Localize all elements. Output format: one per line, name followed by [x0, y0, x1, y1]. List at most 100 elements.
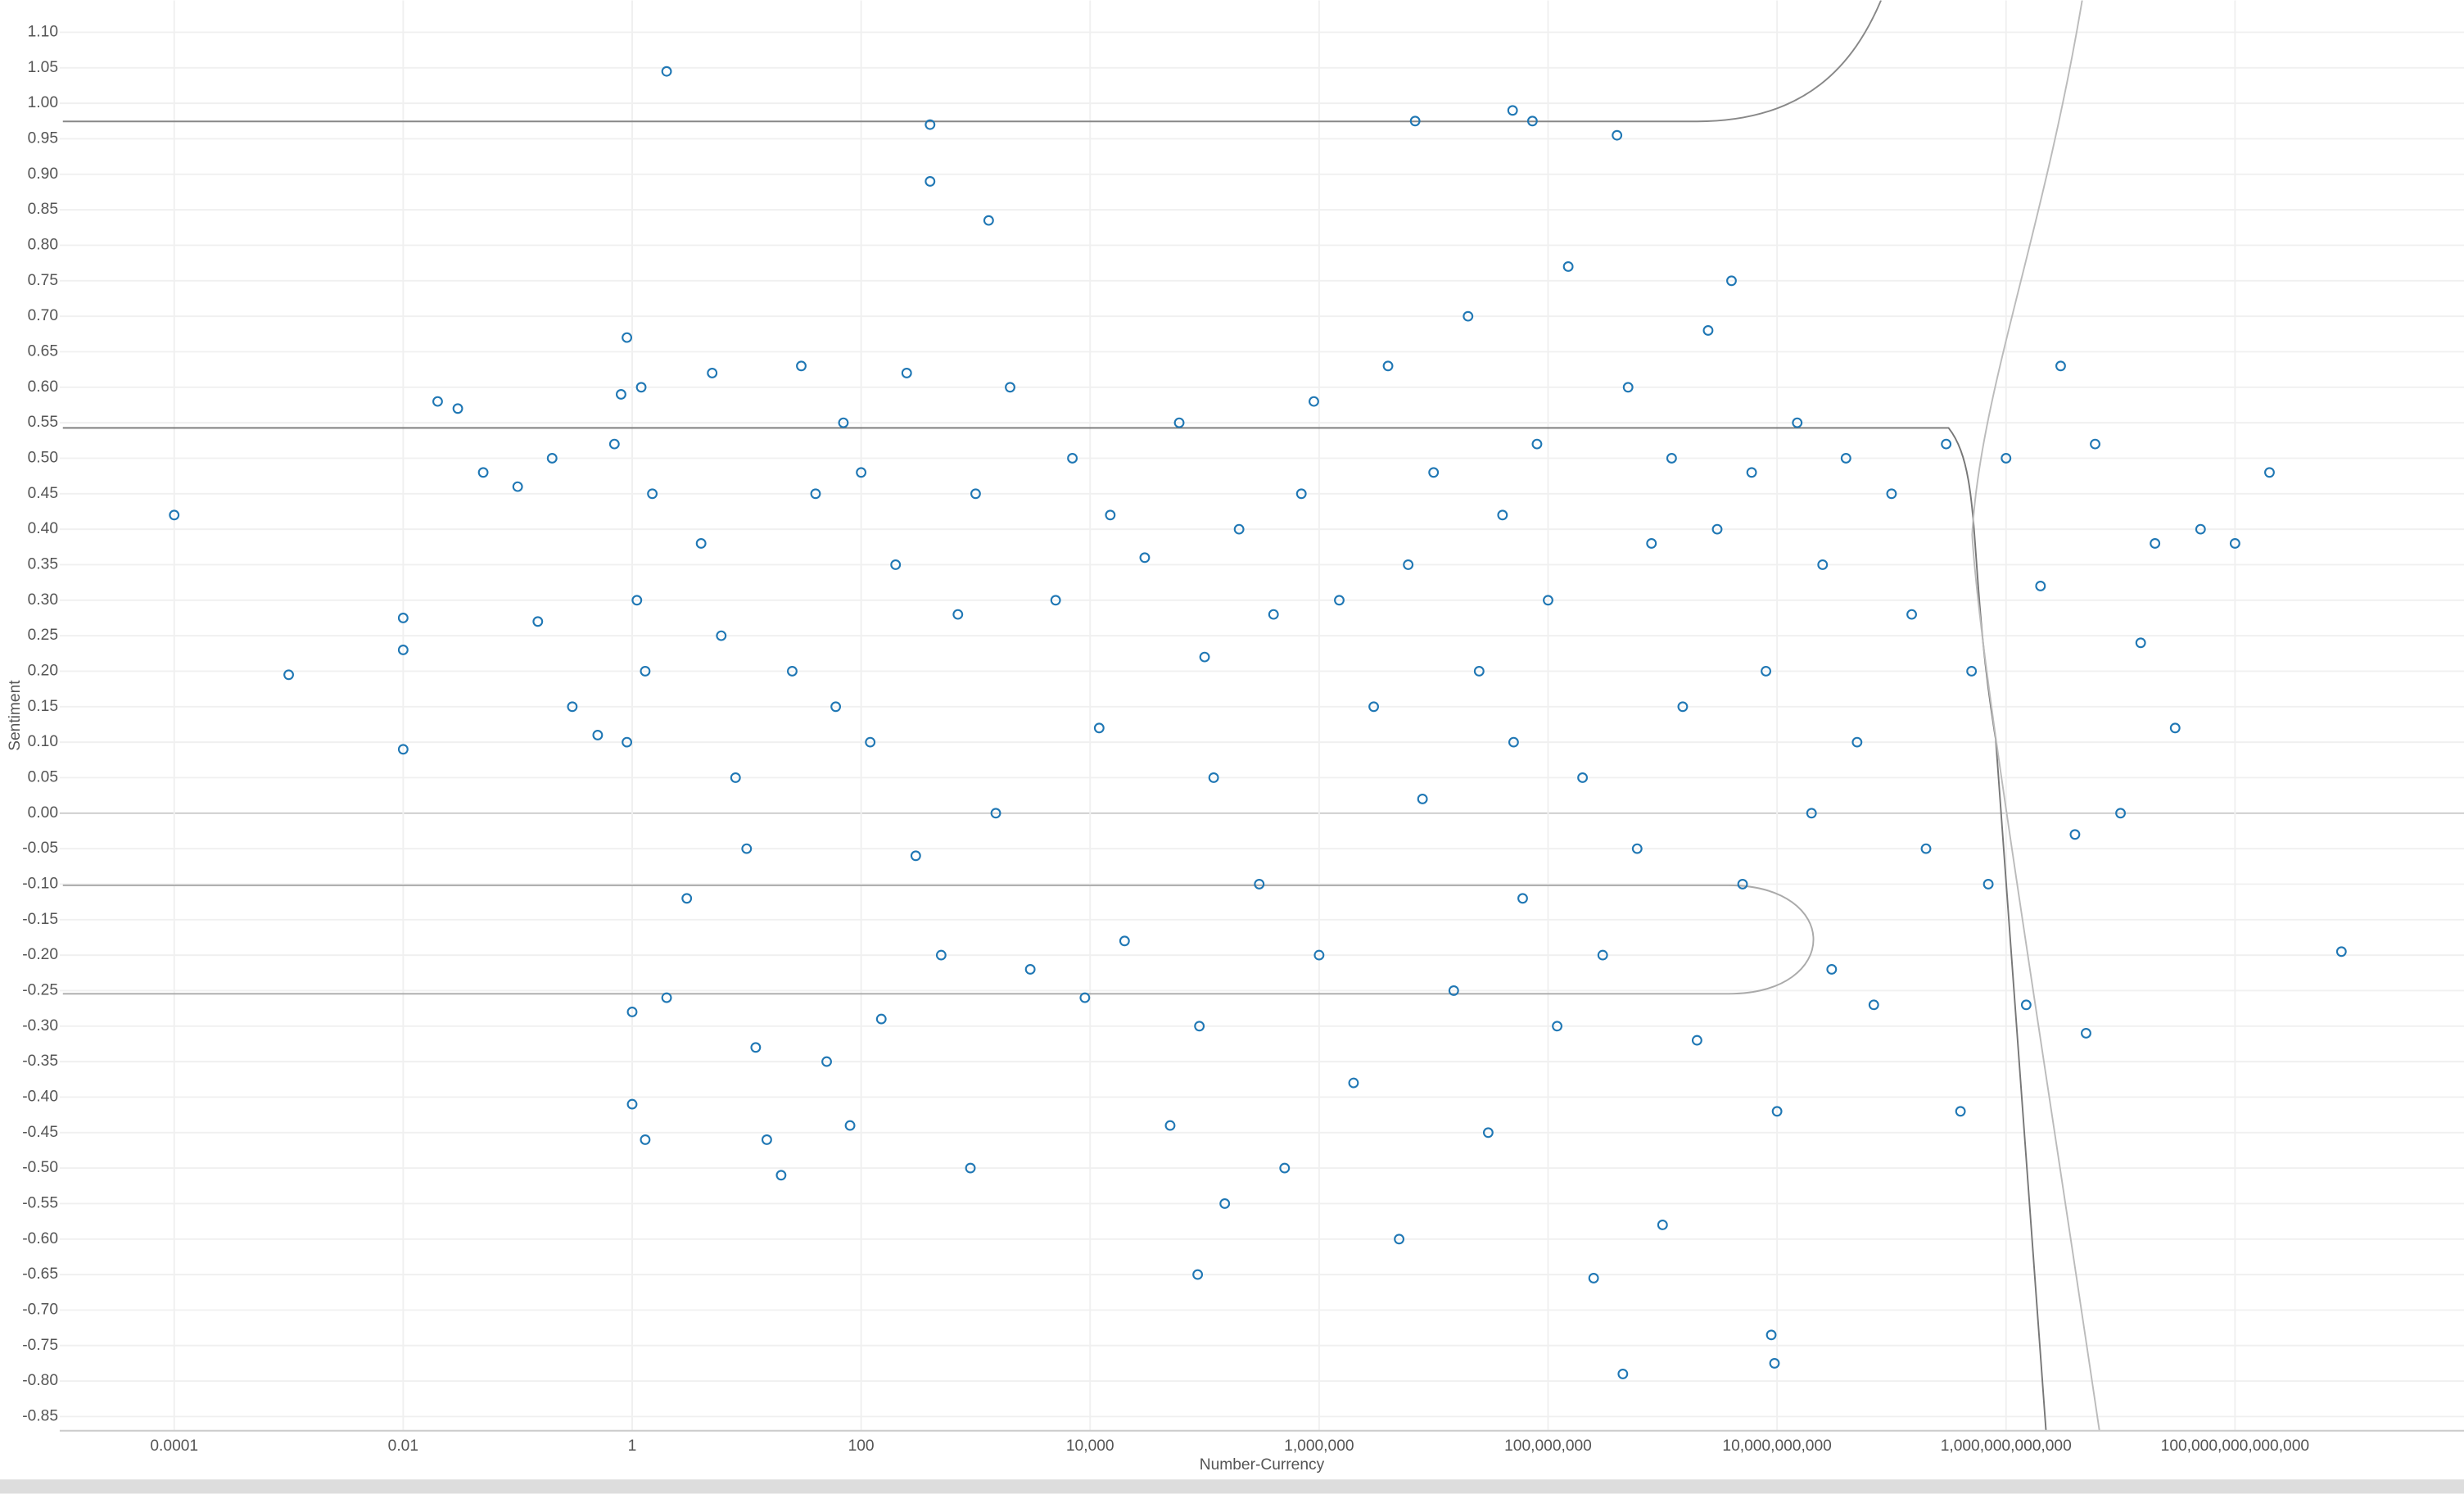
- point: [1382, 360, 1394, 372]
- point: [1173, 417, 1185, 428]
- point: [635, 382, 647, 393]
- point: [821, 1056, 832, 1067]
- point: [2229, 538, 2240, 549]
- point: [1219, 1198, 1231, 1209]
- point: [1517, 893, 1528, 904]
- point: [622, 736, 633, 748]
- point: [901, 368, 912, 378]
- point: [875, 1013, 887, 1025]
- point: [2335, 946, 2347, 958]
- point: [844, 1120, 856, 1131]
- point: [730, 772, 741, 783]
- point: [681, 893, 693, 904]
- trend-line: [62, 884, 1815, 995]
- x-tick-label: 100: [848, 1437, 875, 1455]
- x-tick-label: 10,000: [1066, 1437, 1114, 1455]
- point: [2150, 538, 2161, 549]
- point: [1851, 736, 1863, 748]
- point: [2115, 808, 2126, 819]
- y-tick-label: 0.00: [28, 804, 58, 822]
- x-tick-label: 0.0001: [150, 1437, 198, 1455]
- y-tick-label: 0.50: [28, 450, 58, 467]
- point: [1702, 325, 1714, 336]
- point: [452, 403, 463, 414]
- point: [1588, 1273, 1599, 1283]
- point: [1765, 1329, 1777, 1341]
- y-tick-label: 0.90: [28, 165, 58, 183]
- y-tick-label: 0.85: [28, 201, 58, 218]
- point: [1543, 595, 1553, 606]
- y-tick-label: 0.75: [28, 272, 58, 289]
- point: [169, 509, 180, 521]
- point: [1983, 879, 1994, 890]
- point: [1334, 595, 1345, 606]
- point: [1612, 129, 1623, 141]
- point: [761, 1134, 772, 1145]
- point: [695, 538, 707, 549]
- point: [787, 666, 798, 677]
- point: [647, 488, 658, 500]
- trend-lines: [62, 0, 2100, 1431]
- point: [796, 360, 807, 372]
- point: [1309, 396, 1319, 407]
- point: [432, 396, 443, 407]
- point: [1403, 559, 1414, 570]
- y-tick-label: 0.15: [28, 698, 58, 715]
- point: [1005, 382, 1015, 393]
- point: [1920, 843, 1932, 854]
- point: [1771, 1106, 1783, 1117]
- point: [1208, 772, 1219, 783]
- point: [283, 669, 294, 681]
- point: [2081, 1028, 2091, 1039]
- y-tick-label: 0.45: [28, 485, 58, 502]
- point: [1164, 1120, 1176, 1131]
- point: [2135, 637, 2146, 649]
- point: [1119, 935, 1130, 947]
- point: [397, 645, 409, 655]
- y-tick-label: 0.35: [28, 556, 58, 573]
- point: [661, 992, 672, 1003]
- point: [952, 609, 964, 620]
- point: [1966, 666, 1978, 677]
- point: [1840, 453, 1851, 464]
- point: [1761, 666, 1771, 677]
- point: [1711, 523, 1723, 535]
- point: [592, 730, 604, 740]
- point: [1463, 310, 1474, 322]
- x-tick-label: 100,000,000: [1504, 1437, 1592, 1455]
- point: [1067, 453, 1078, 464]
- point: [716, 630, 727, 641]
- point: [830, 701, 842, 713]
- x-axis-title: Number-Currency: [1200, 1456, 1325, 1474]
- point: [1562, 261, 1574, 272]
- point: [546, 453, 558, 464]
- y-tick-label: -0.30: [22, 1017, 58, 1034]
- point: [1886, 488, 1897, 500]
- point: [965, 1162, 976, 1174]
- point: [1955, 1106, 1966, 1117]
- point: [626, 1098, 638, 1110]
- point: [567, 701, 578, 713]
- point: [1313, 949, 1325, 961]
- point: [1194, 1021, 1205, 1032]
- point: [1868, 999, 1879, 1011]
- point: [970, 488, 981, 500]
- point: [1268, 609, 1279, 620]
- y-tick-label: -0.25: [22, 982, 58, 999]
- point: [750, 1042, 762, 1053]
- point: [2169, 722, 2181, 734]
- point: [1050, 595, 1061, 606]
- y-tick-label: 0.05: [28, 769, 58, 786]
- point: [1617, 1369, 1629, 1379]
- point: [1482, 1127, 1494, 1139]
- point: [1295, 488, 1307, 500]
- x-tick-label: 1,000,000,000,000: [1941, 1437, 2072, 1455]
- point: [1552, 1021, 1562, 1032]
- y-tick-label: 0.30: [28, 591, 58, 609]
- point: [477, 467, 489, 478]
- point: [1233, 523, 1245, 535]
- point: [775, 1170, 787, 1181]
- grid: [59, 0, 2464, 1431]
- y-tick-label: -0.35: [22, 1053, 58, 1070]
